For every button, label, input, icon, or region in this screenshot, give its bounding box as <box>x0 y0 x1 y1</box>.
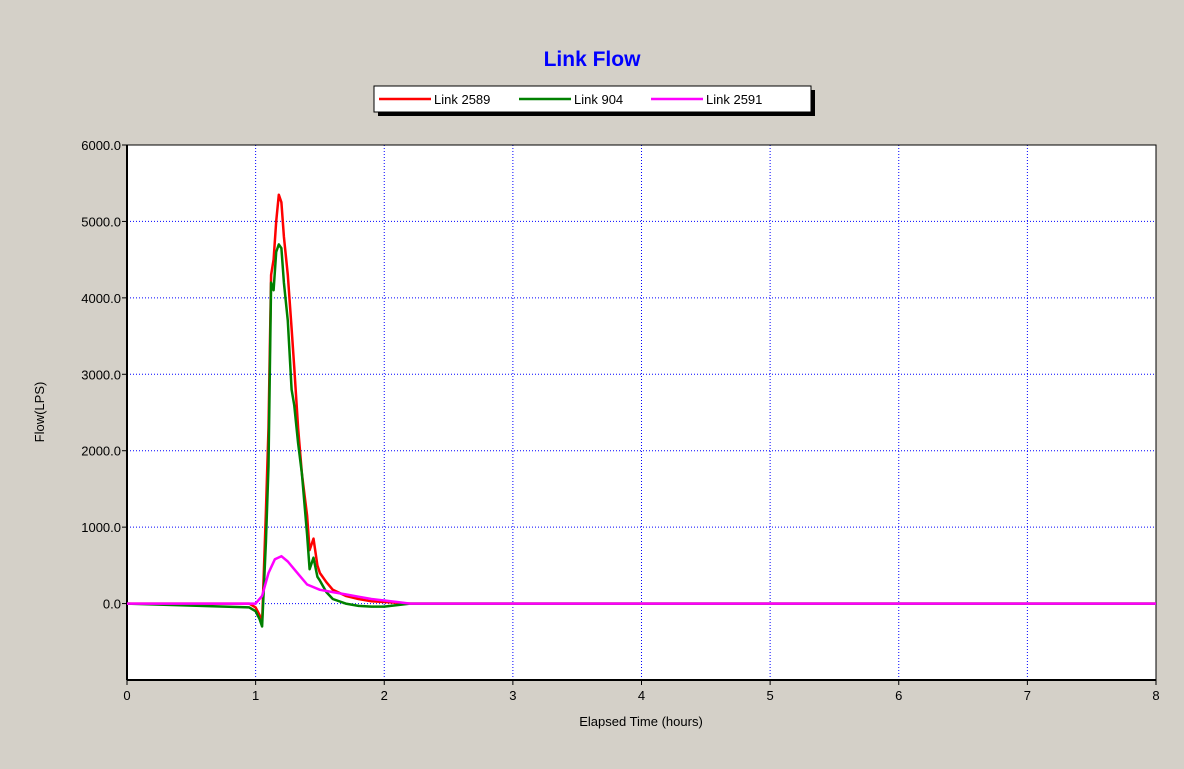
y-axis-label: Flow(LPS) <box>32 382 47 443</box>
y-tick-label: 4000.0 <box>81 291 121 306</box>
legend-label-2: Link 904 <box>574 92 623 107</box>
x-tick-label: 7 <box>1024 688 1031 703</box>
grid-lines <box>127 145 1156 680</box>
y-tick-label: 3000.0 <box>81 367 121 382</box>
y-tick-label: 0.0 <box>103 597 121 612</box>
x-tick-label: 6 <box>895 688 902 703</box>
chart-title: Link Flow <box>544 48 641 71</box>
x-tick-label: 1 <box>252 688 259 703</box>
y-tick-label: 1000.0 <box>81 520 121 535</box>
y-tick-label: 5000.0 <box>81 214 121 229</box>
x-tick-label: 3 <box>509 688 516 703</box>
x-axis-label: Elapsed Time (hours) <box>579 714 703 729</box>
x-tick-label: 0 <box>123 688 130 703</box>
series-lines <box>126 193 1156 628</box>
y-tick-label: 6000.0 <box>81 138 121 153</box>
x-tick-label: 5 <box>767 688 774 703</box>
legend: Link 2589 Link 904 Link 2591 <box>373 85 815 116</box>
legend-label-3: Link 2591 <box>706 92 762 107</box>
y-tick-label: 2000.0 <box>81 444 121 459</box>
axes: 0 1 2 3 4 5 6 7 8 0.0 1000.0 2000.0 3000.0 4000.0 5000… <box>81 138 1159 703</box>
series-line-link-2591 <box>127 554 1156 605</box>
x-tick-label: 4 <box>638 688 645 703</box>
x-tick-label: 8 <box>1152 688 1159 703</box>
legend-label-1: Link 2589 <box>434 92 490 107</box>
legend-box <box>373 85 812 113</box>
x-tick-label: 2 <box>381 688 388 703</box>
series-line-link-904 <box>126 243 1156 628</box>
